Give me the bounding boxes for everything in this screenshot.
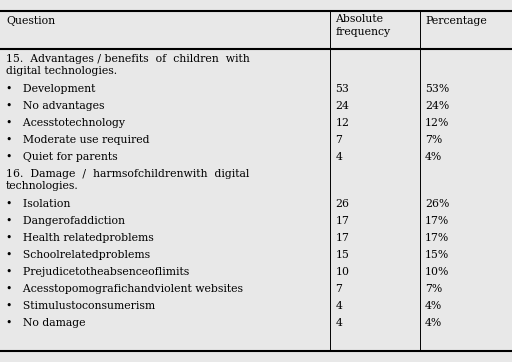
Text: 15.  Advantages / benefits  of  children  with
digital technologies.: 15. Advantages / benefits of children wi… (6, 54, 250, 76)
Text: 12%: 12% (425, 118, 450, 128)
Text: Question: Question (6, 16, 55, 26)
Text: 7%: 7% (425, 284, 442, 294)
Text: Percentage: Percentage (425, 16, 487, 26)
Text: 4: 4 (335, 318, 342, 328)
Text: •   Acesstotechnology: • Acesstotechnology (6, 118, 125, 128)
Text: 12: 12 (335, 118, 349, 128)
Text: •   Schoolrelatedproblems: • Schoolrelatedproblems (6, 250, 150, 260)
Text: •   Isolation: • Isolation (6, 199, 71, 209)
Text: •   Dangerofaddiction: • Dangerofaddiction (6, 216, 125, 226)
Text: 4%: 4% (425, 152, 442, 162)
Text: •   Health relatedproblems: • Health relatedproblems (6, 233, 154, 243)
Text: 26: 26 (335, 199, 349, 209)
Text: 24%: 24% (425, 101, 449, 111)
Text: 15%: 15% (425, 250, 449, 260)
Text: 53%: 53% (425, 84, 449, 94)
Text: 24: 24 (335, 101, 349, 111)
Text: 7: 7 (335, 135, 342, 145)
Text: •   Development: • Development (6, 84, 96, 94)
Text: 17: 17 (335, 216, 349, 226)
Text: 7: 7 (335, 284, 342, 294)
Text: 4: 4 (335, 152, 342, 162)
Text: 53: 53 (335, 84, 349, 94)
Text: •   Stimulustoconsumerism: • Stimulustoconsumerism (6, 301, 155, 311)
Text: 15: 15 (335, 250, 349, 260)
Text: Absolute
frequency: Absolute frequency (335, 14, 391, 37)
Text: 26%: 26% (425, 199, 450, 209)
Text: 17%: 17% (425, 216, 449, 226)
Text: 17: 17 (335, 233, 349, 243)
Text: 10: 10 (335, 267, 349, 277)
Text: •   No damage: • No damage (6, 318, 86, 328)
Text: 4%: 4% (425, 301, 442, 311)
Text: 4%: 4% (425, 318, 442, 328)
Text: 10%: 10% (425, 267, 450, 277)
Text: 7%: 7% (425, 135, 442, 145)
Text: 16.  Damage  /  harmsofchildrenwith  digital
technologies.: 16. Damage / harmsofchildrenwith digital… (6, 169, 249, 191)
Text: •   Acesstopomografichandviolent websites: • Acesstopomografichandviolent websites (6, 284, 243, 294)
Text: 4: 4 (335, 301, 342, 311)
Text: •   Moderate use required: • Moderate use required (6, 135, 150, 145)
Text: •   Quiet for parents: • Quiet for parents (6, 152, 118, 162)
Text: 17%: 17% (425, 233, 449, 243)
Text: •   No advantages: • No advantages (6, 101, 104, 111)
Text: •   Prejudicetotheabsenceoflimits: • Prejudicetotheabsenceoflimits (6, 267, 189, 277)
